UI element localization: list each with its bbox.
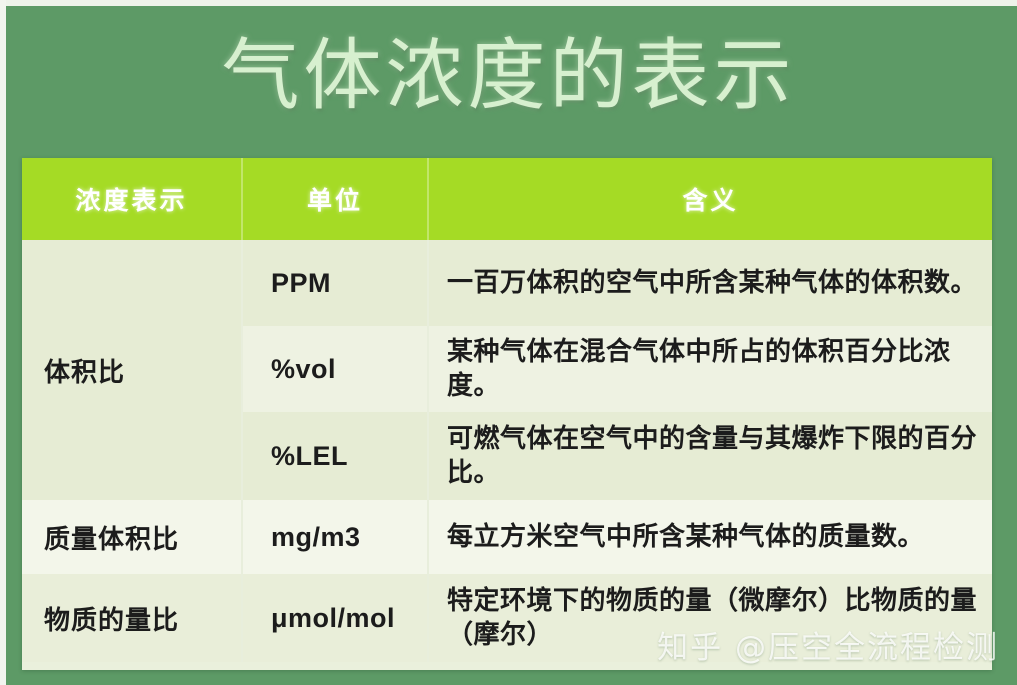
row-label-mole-ratio: 物质的量比 [22,574,243,662]
table-row: 体积比 PPM 一百万体积的空气中所含某种气体的体积数。 [22,240,992,500]
row-meaning-percent-lel: 可燃气体在空气中的含量与其爆炸下限的百分比。 [428,412,992,500]
table-header-row: 浓度表示 单位 含义 [22,158,992,240]
row-unit-umol-per-mol: μmol/mol [242,574,429,662]
column-header-unit: 单位 [242,158,429,240]
left-edge-strip [0,0,6,685]
top-edge-strip [0,0,1017,6]
row-label-mass-volume-ratio: 质量体积比 [22,500,243,574]
table-row: %vol 某种气体在混合气体中所占的体积百分比浓度。 [22,326,992,412]
row-unit-mg-per-m3: mg/m3 [242,500,429,574]
table-body: 体积比 PPM 一百万体积的空气中所含某种气体的体积数。 %vol 某种气体在混… [22,240,992,662]
concentration-table-container: 浓度表示 单位 含义 体积比 PPM 一百万体积的空气中所含某种气体的体积数。 … [22,158,992,670]
row-unit-percent-lel: %LEL [242,412,429,500]
page-title: 气体浓度的表示 [221,30,796,121]
row-meaning-umol-per-mol: 特定环境下的物质的量（微摩尔）比物质的量（摩尔） [428,574,992,662]
table-row: 质量体积比 mg/m3 每立方米空气中所含某种气体的质量数。 [22,500,992,574]
row-unit-ppm: PPM [242,240,429,326]
row-meaning-ppm: 一百万体积的空气中所含某种气体的体积数。 [428,240,992,326]
column-header-meaning: 含义 [428,158,992,240]
column-header-concentration: 浓度表示 [22,158,243,240]
table-row: %LEL 可燃气体在空气中的含量与其爆炸下限的百分比。 [22,412,992,500]
row-meaning-mg-per-m3: 每立方米空气中所含某种气体的质量数。 [428,500,992,574]
row-unit-percent-vol: %vol [242,326,429,412]
concentration-table: 浓度表示 单位 含义 体积比 PPM 一百万体积的空气中所含某种气体的体积数。 … [22,158,992,662]
row-label-volume-ratio: 体积比 [22,240,243,500]
table-header: 浓度表示 单位 含义 [22,158,992,240]
table-row: 物质的量比 μmol/mol 特定环境下的物质的量（微摩尔）比物质的量（摩尔） [22,574,992,662]
row-meaning-percent-vol: 某种气体在混合气体中所占的体积百分比浓度。 [428,326,992,412]
page-title-container: 气体浓度的表示 [0,8,1017,143]
